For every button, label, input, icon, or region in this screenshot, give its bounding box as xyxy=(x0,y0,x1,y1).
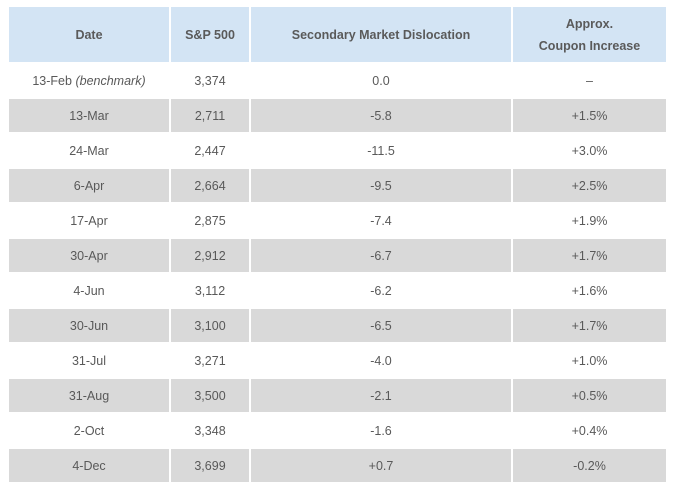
cell-date: 4-Dec xyxy=(9,449,171,484)
date-value: 30-Apr xyxy=(70,248,108,263)
cell-dislocation: +0.7 xyxy=(251,449,513,484)
header-dislocation: Secondary Market Dislocation xyxy=(251,7,513,64)
cell-dislocation: -1.6 xyxy=(251,414,513,449)
cell-dislocation: -2.1 xyxy=(251,379,513,414)
cell-sp500: 3,271 xyxy=(171,344,251,379)
date-value: 13-Mar xyxy=(69,108,109,123)
cell-dislocation: -4.0 xyxy=(251,344,513,379)
cell-sp500: 3,699 xyxy=(171,449,251,484)
header-coupon-line2: Coupon Increase xyxy=(538,38,641,53)
table-row: 13-Feb (benchmark) 3,374 0.0– xyxy=(9,64,666,99)
cell-coupon: +1.9% xyxy=(513,204,666,239)
cell-coupon: +0.4% xyxy=(513,414,666,449)
cell-date: 2-Oct xyxy=(9,414,171,449)
cell-date: 4-Jun xyxy=(9,274,171,309)
cell-date: 6-Apr xyxy=(9,169,171,204)
header-sp500: S&P 500 xyxy=(171,7,251,64)
date-note: (benchmark) xyxy=(75,73,146,88)
cell-date: 17-Apr xyxy=(9,204,171,239)
cell-coupon: +3.0% xyxy=(513,134,666,169)
cell-date: 24-Mar xyxy=(9,134,171,169)
table-row: 4-Dec 3,699 +0.7 -0.2% xyxy=(9,449,666,484)
cell-dislocation: -7.4 xyxy=(251,204,513,239)
table-body: 13-Feb (benchmark) 3,374 0.0–13-Mar 2,711 -5… xyxy=(9,64,666,484)
table-row: 2-Oct 3,348 -1.6 +0.4% xyxy=(9,414,666,449)
cell-sp500: 3,374 xyxy=(171,64,251,99)
cell-sp500: 2,447 xyxy=(171,134,251,169)
table-row: 4-Jun 3,112 -6.2 +1.6% xyxy=(9,274,666,309)
cell-dislocation: -5.8 xyxy=(251,99,513,134)
date-value: 6-Apr xyxy=(73,178,105,193)
cell-date: 31-Aug xyxy=(9,379,171,414)
cell-coupon: +0.5% xyxy=(513,379,666,414)
table-header: Date S&P 500 Secondary Market Dislocatio… xyxy=(9,7,666,64)
date-value: 4-Jun xyxy=(73,283,105,298)
market-dislocation-table: Date S&P 500 Secondary Market Dislocatio… xyxy=(9,7,666,484)
cell-date: 30-Apr xyxy=(9,239,171,274)
date-value: 4-Dec xyxy=(72,458,106,473)
table-row: 31-Aug 3,500 -2.1 +0.5% xyxy=(9,379,666,414)
cell-date: 13-Feb (benchmark) xyxy=(9,64,171,99)
header-date: Date xyxy=(9,7,171,64)
cell-coupon: +1.5% xyxy=(513,99,666,134)
cell-sp500: 3,100 xyxy=(171,309,251,344)
table-row: 6-Apr 2,664 -9.5 +2.5% xyxy=(9,169,666,204)
cell-dislocation: -9.5 xyxy=(251,169,513,204)
cell-sp500: 2,711 xyxy=(171,99,251,134)
date-value: 31-Aug xyxy=(68,388,110,403)
date-value: 31-Jul xyxy=(71,353,107,368)
cell-coupon: +1.0% xyxy=(513,344,666,379)
header-coupon-line1: Approx. xyxy=(565,16,614,31)
header-row: Date S&P 500 Secondary Market Dislocatio… xyxy=(9,7,666,64)
cell-date: 13-Mar xyxy=(9,99,171,134)
date-value: 17-Apr xyxy=(70,213,108,228)
cell-sp500: 3,348 xyxy=(171,414,251,449)
table-row: 30-Apr 2,912 -6.7 +1.7% xyxy=(9,239,666,274)
table-row: 31-Jul 3,271 -4.0 +1.0% xyxy=(9,344,666,379)
cell-dislocation: -6.5 xyxy=(251,309,513,344)
cell-coupon: +1.7% xyxy=(513,309,666,344)
header-coupon: Approx. Coupon Increase xyxy=(513,7,666,64)
cell-sp500: 2,912 xyxy=(171,239,251,274)
cell-coupon: +2.5% xyxy=(513,169,666,204)
table-row: 13-Mar 2,711 -5.8 +1.5% xyxy=(9,99,666,134)
date-value: 13-Feb xyxy=(32,73,72,88)
cell-dislocation: -11.5 xyxy=(251,134,513,169)
cell-coupon: +1.6% xyxy=(513,274,666,309)
table-row: 24-Mar 2,447 -11.5 +3.0% xyxy=(9,134,666,169)
cell-coupon: -0.2% xyxy=(513,449,666,484)
date-value: 24-Mar xyxy=(69,143,109,158)
cell-dislocation: 0.0 xyxy=(251,64,513,99)
cell-date: 30-Jun xyxy=(9,309,171,344)
cell-sp500: 3,500 xyxy=(171,379,251,414)
table-row: 30-Jun 3,100 -6.5 +1.7% xyxy=(9,309,666,344)
table-row: 17-Apr 2,875 -7.4 +1.9% xyxy=(9,204,666,239)
cell-dislocation: -6.7 xyxy=(251,239,513,274)
cell-coupon: – xyxy=(513,64,666,99)
cell-sp500: 3,112 xyxy=(171,274,251,309)
cell-sp500: 2,875 xyxy=(171,204,251,239)
cell-dislocation: -6.2 xyxy=(251,274,513,309)
data-table-container: Date S&P 500 Secondary Market Dislocatio… xyxy=(9,7,666,484)
cell-coupon: +1.7% xyxy=(513,239,666,274)
cell-date: 31-Jul xyxy=(9,344,171,379)
date-value: 2-Oct xyxy=(73,423,105,438)
date-value: 30-Jun xyxy=(69,318,109,333)
cell-sp500: 2,664 xyxy=(171,169,251,204)
